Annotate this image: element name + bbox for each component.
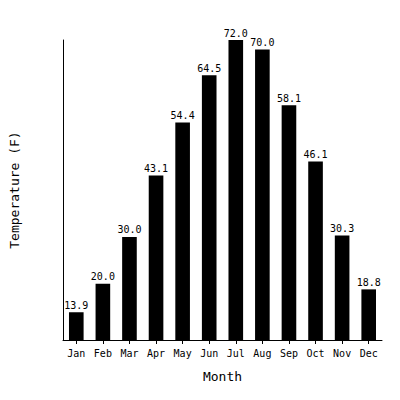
- svg-text:Jun: Jun: [200, 348, 218, 359]
- svg-text:54.4: 54.4: [171, 110, 195, 121]
- svg-text:70.0: 70.0: [250, 37, 274, 48]
- svg-text:Temperature (F): Temperature (F): [7, 131, 22, 248]
- svg-text:20.0: 20.0: [91, 271, 115, 282]
- svg-text:Mar: Mar: [120, 348, 138, 359]
- svg-text:Dec: Dec: [360, 348, 378, 359]
- svg-text:18.8: 18.8: [357, 277, 381, 288]
- svg-text:Nov: Nov: [333, 348, 351, 359]
- svg-text:46.1: 46.1: [303, 149, 327, 160]
- svg-text:May: May: [174, 348, 192, 359]
- svg-text:58.1: 58.1: [277, 93, 301, 104]
- svg-text:13.9: 13.9: [64, 300, 88, 311]
- svg-text:Apr: Apr: [147, 348, 165, 359]
- svg-text:Month: Month: [203, 369, 242, 384]
- svg-text:30.3: 30.3: [330, 223, 354, 234]
- svg-text:Feb: Feb: [94, 348, 112, 359]
- svg-text:Jan: Jan: [67, 348, 85, 359]
- svg-text:72.0: 72.0: [224, 28, 248, 39]
- svg-text:Sep: Sep: [280, 348, 298, 359]
- svg-text:64.5: 64.5: [197, 63, 221, 74]
- svg-text:43.1: 43.1: [144, 163, 168, 174]
- svg-text:Aug: Aug: [253, 348, 271, 359]
- svg-text:Jul: Jul: [227, 348, 245, 359]
- svg-text:Oct: Oct: [307, 348, 325, 359]
- svg-text:30.0: 30.0: [117, 224, 141, 235]
